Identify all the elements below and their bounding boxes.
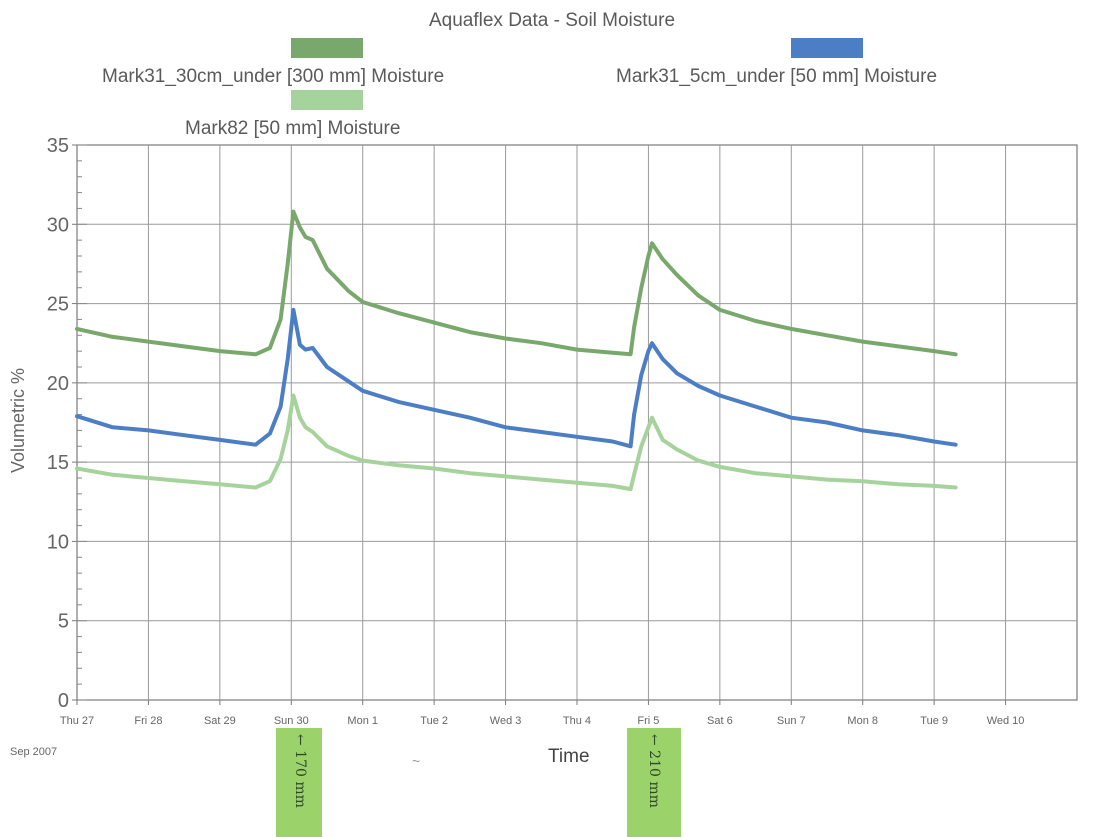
rainfall-note-2-text: ← 210 mm: [646, 734, 662, 808]
x-tick-label: Fri 5: [637, 715, 659, 727]
y-tick-label: 35: [47, 135, 69, 157]
x-tick-label: Thu 4: [563, 715, 591, 727]
x-tick-label: Sat 29: [204, 715, 236, 727]
x-tick-label: Mon 1: [347, 715, 378, 727]
y-tick-label: 5: [58, 611, 69, 633]
y-tick-label: 25: [47, 294, 69, 316]
x-axis-sublabel: Sep 2007: [10, 746, 57, 758]
x-tick-label: Fri 28: [134, 715, 162, 727]
stray-mark: ~: [412, 753, 420, 769]
x-tick-label: Sun 7: [777, 715, 806, 727]
x-tick-label: Wed 3: [490, 715, 522, 727]
rainfall-note-1-text: ← 170 mm: [292, 734, 308, 808]
y-tick-label: 30: [47, 214, 69, 236]
x-tick-label: Tue 2: [420, 715, 448, 727]
y-tick-label: 20: [47, 373, 69, 395]
x-tick-label: Wed 10: [987, 715, 1025, 727]
x-tick-label: Tue 9: [920, 715, 948, 727]
x-tick-label: Sat 6: [707, 715, 733, 727]
x-tick-label: Thu 27: [60, 715, 94, 727]
y-tick-label: 10: [47, 531, 69, 553]
x-tick-label: Sun 30: [274, 715, 309, 727]
x-tick-label: Mon 8: [847, 715, 878, 727]
y-tick-label: 15: [47, 452, 69, 474]
y-tick-label: 0: [58, 690, 69, 712]
x-axis-label: Time: [548, 746, 590, 768]
y-axis-label: Volumetric %: [8, 368, 29, 473]
